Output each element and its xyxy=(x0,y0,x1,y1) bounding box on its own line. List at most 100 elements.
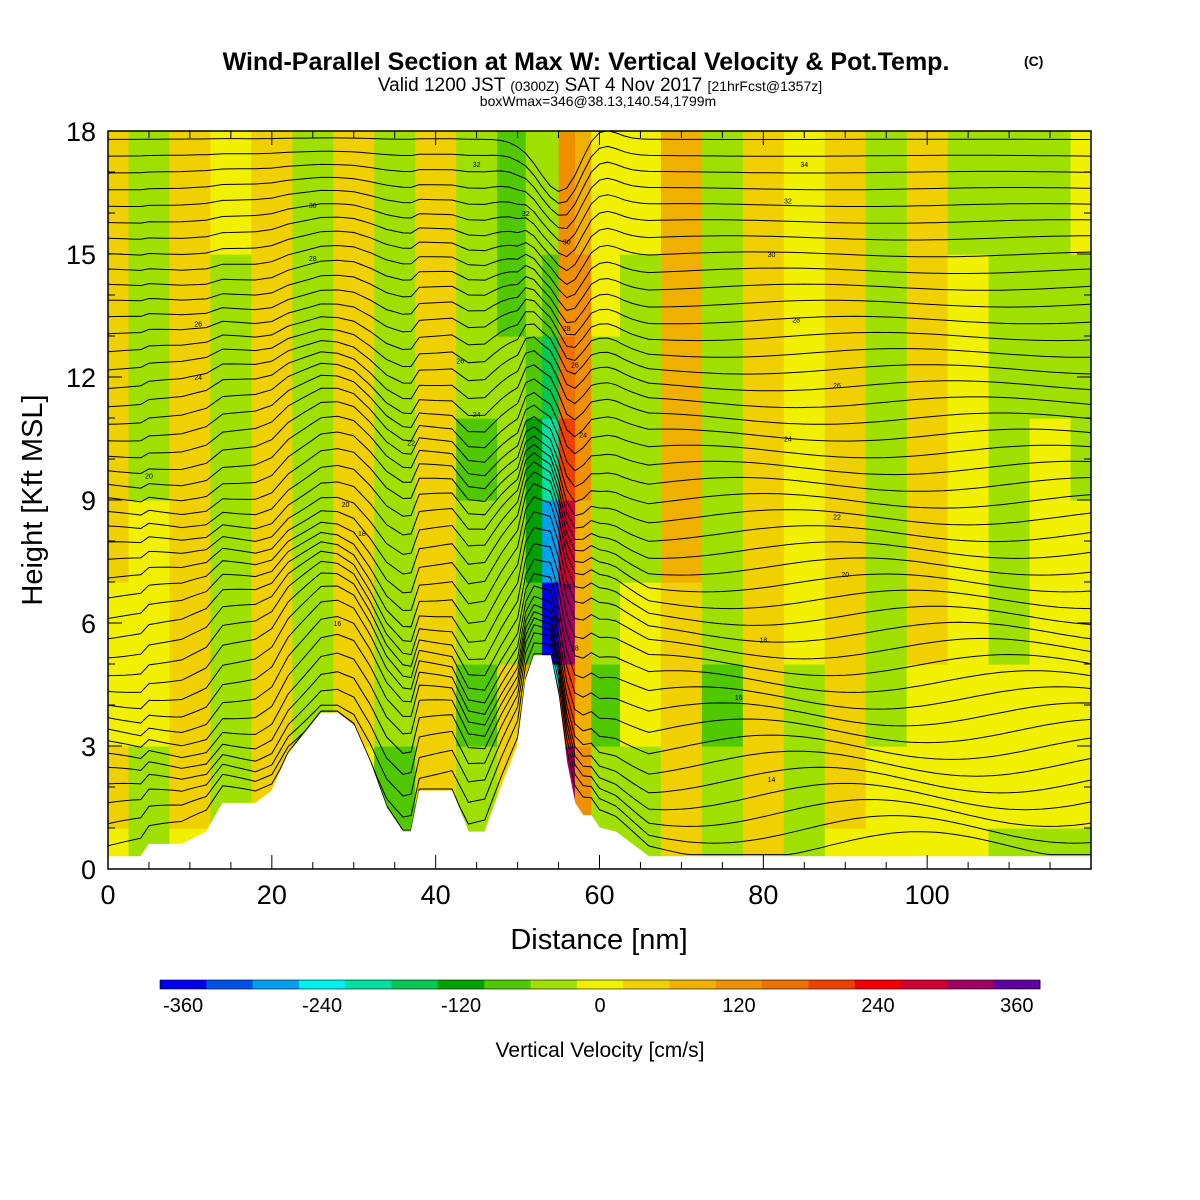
theta-contour-line xyxy=(108,287,1091,336)
velocity-cell xyxy=(128,418,171,501)
velocity-cell xyxy=(558,254,576,337)
velocity-cell xyxy=(824,582,867,665)
velocity-cell xyxy=(251,582,293,665)
velocity-cell xyxy=(525,131,543,173)
y-tick-label: 0 xyxy=(81,855,96,885)
colorbar-swatch xyxy=(391,980,439,989)
velocity-cell xyxy=(333,172,375,255)
contour-label: 22 xyxy=(833,514,841,521)
theta-contour-line xyxy=(108,653,1091,856)
velocity-cell xyxy=(525,582,543,665)
contour-label: 26 xyxy=(571,363,579,370)
contour-label: 30 xyxy=(768,252,776,259)
velocity-cell xyxy=(108,172,130,255)
velocity-cell xyxy=(906,172,949,255)
colorbar-label: Vertical Velocity [cm/s] xyxy=(496,1039,705,1062)
y-axis-label: Height [Kft MSL] xyxy=(17,394,49,605)
theta-contour-line xyxy=(108,642,1091,844)
contour-label: 22 xyxy=(407,441,415,448)
velocity-cell xyxy=(128,582,171,665)
theta-contour-line xyxy=(108,471,1091,593)
colorbar-swatch xyxy=(854,980,902,989)
theta-contour-line xyxy=(108,585,1091,727)
contour-label: 28 xyxy=(563,326,571,333)
theta-contour-line xyxy=(108,511,1091,643)
velocity-cell xyxy=(415,664,457,747)
colorbar-swatch xyxy=(993,980,1041,989)
contour-label: 24 xyxy=(473,412,481,419)
velocity-cell xyxy=(108,418,130,501)
velocity-cell xyxy=(660,418,703,501)
colorbar-swatch xyxy=(901,980,948,989)
contour-label: 24 xyxy=(194,375,202,382)
theta-contour-line xyxy=(108,203,1091,258)
velocity-cell xyxy=(415,254,457,337)
box-info: boxWmax=346@38.13,140.54,1799m xyxy=(480,93,716,109)
y-tick-label: 18 xyxy=(66,117,96,147)
velocity-cell xyxy=(456,336,498,419)
velocity-cell xyxy=(906,500,949,583)
velocity-cell xyxy=(742,418,785,501)
velocity-cell xyxy=(574,336,592,419)
theta-contour-line xyxy=(108,617,1091,794)
theta-contour-line xyxy=(108,461,1091,576)
contour-label: 32 xyxy=(522,211,530,218)
theta-contour-line xyxy=(108,624,1091,811)
velocity-cell xyxy=(525,500,543,583)
velocity-cell xyxy=(591,582,621,665)
velocity-cell xyxy=(619,172,662,255)
theta-contour-line xyxy=(108,274,1091,324)
theta-contour-line xyxy=(108,176,1091,230)
theta-contour-line xyxy=(108,603,1091,760)
velocity-cell xyxy=(574,131,592,173)
valid-prefix: Valid 1200 JST xyxy=(378,75,506,96)
velocity-cell xyxy=(824,500,867,583)
velocity-cell xyxy=(497,131,527,173)
velocity-cell xyxy=(169,664,211,747)
theta-contour-line xyxy=(108,558,1091,693)
velocity-cell xyxy=(988,582,1031,665)
contour-label: 32 xyxy=(473,162,481,169)
velocity-cell xyxy=(988,746,1031,829)
velocity-cell xyxy=(591,336,621,419)
velocity-cell xyxy=(574,500,592,583)
velocity-cell xyxy=(558,336,576,419)
velocity-cell xyxy=(906,418,949,501)
theta-contour-line xyxy=(108,595,1091,744)
velocity-cell xyxy=(128,254,171,337)
velocity-cell xyxy=(824,254,867,337)
velocity-cell xyxy=(1029,664,1072,747)
velocity-cell xyxy=(701,336,744,419)
colorbar-swatch xyxy=(252,980,300,989)
velocity-cell xyxy=(1070,500,1091,583)
theta-contour-line xyxy=(108,336,1091,392)
theta-contour-line xyxy=(108,350,1091,409)
velocity-cell xyxy=(783,254,826,337)
velocity-cell xyxy=(660,582,703,665)
theta-contour-line xyxy=(108,496,1091,626)
velocity-cell xyxy=(574,418,592,501)
contour-label: 24 xyxy=(579,432,587,439)
velocity-cell xyxy=(988,172,1031,255)
title-mark: (C) xyxy=(1024,53,1043,69)
velocity-cell xyxy=(456,172,498,255)
velocity-cell xyxy=(333,418,375,501)
forecast-info: [21hrFcst@1357z] xyxy=(708,78,823,94)
theta-contour-line xyxy=(108,526,1091,660)
velocity-cell xyxy=(108,746,130,829)
velocity-cell xyxy=(169,254,211,337)
velocity-cell xyxy=(865,336,908,419)
velocity-cell xyxy=(783,336,826,419)
theta-contour-line xyxy=(108,387,1091,459)
velocity-cell xyxy=(456,582,498,665)
velocity-cell xyxy=(374,582,416,665)
velocity-cell xyxy=(292,172,334,255)
x-tick-label: 0 xyxy=(100,880,115,910)
theta-contour-line xyxy=(108,610,1091,777)
velocity-cell xyxy=(128,746,171,829)
velocity-cell xyxy=(169,336,211,419)
theta-contour-line xyxy=(108,401,1091,476)
velocity-cell xyxy=(660,500,703,583)
velocity-cell xyxy=(619,746,662,829)
